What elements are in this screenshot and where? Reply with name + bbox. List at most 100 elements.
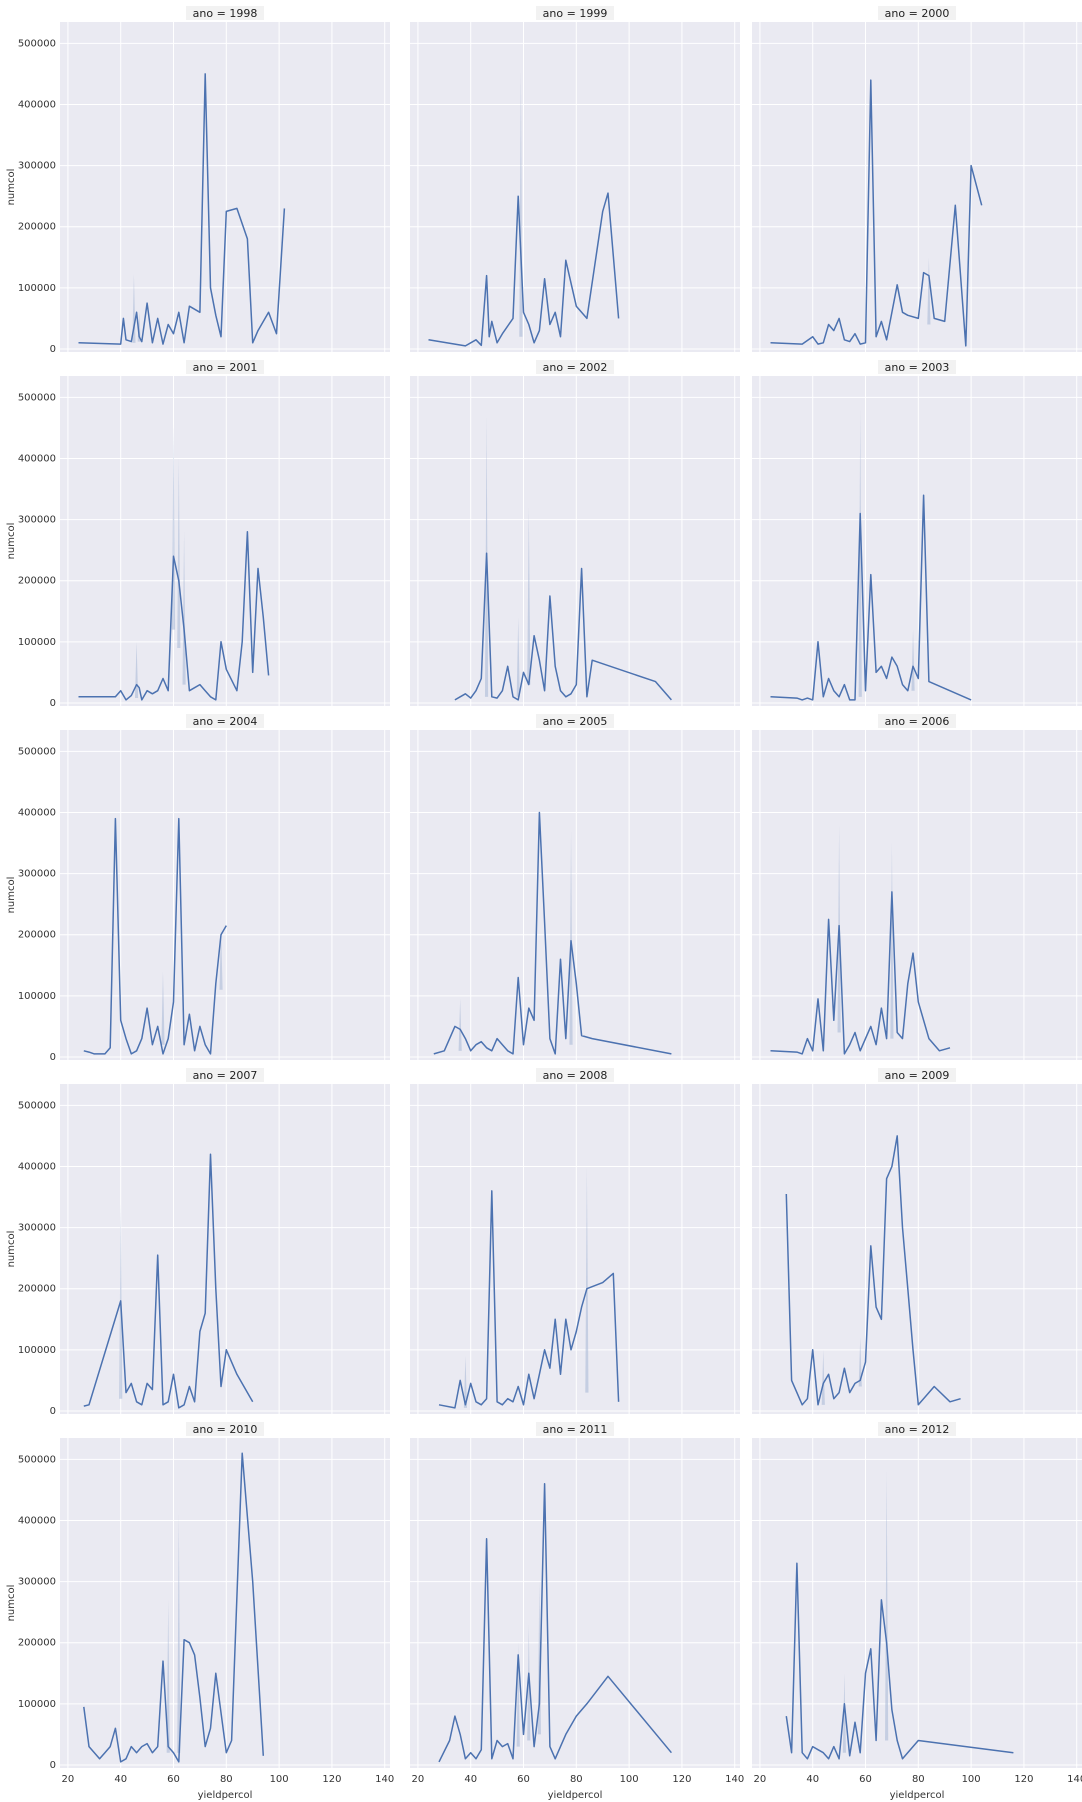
facet-panel: ano = 2011 20 40 60 80 100 120 140 yieldpercol [410,1422,744,1801]
confidence-band [927,257,931,325]
y-tick-label: 100000 [18,283,56,294]
panel-background [752,1438,1082,1768]
y-tick-label: 300000 [18,869,56,880]
confidence-band [569,830,573,1045]
panel-title: ano = 2002 [543,361,608,374]
panel-title-background [878,360,956,374]
series-line [83,1153,254,1409]
panel-title-background [186,360,264,374]
facet-panel: ano = 2002 [410,360,740,706]
y-tick-label: 300000 [18,1223,56,1234]
confidence-band [890,843,894,1039]
facet-panel: ano = 2001 0 100000 200000 300000 400000 50000… [6,360,390,709]
y-tick-label: 200000 [18,1284,56,1295]
y-tick-label: 400000 [18,1162,56,1173]
panel-background [410,376,740,706]
y-tick-label: 400000 [18,454,56,465]
y-axis-label: numcol [6,523,17,560]
panel-title-background [878,1068,956,1082]
panel-title: ano = 1998 [193,7,258,20]
y-tick-label: 400000 [18,100,56,111]
confidence-band [858,1337,862,1387]
panel-background [752,730,1082,1060]
x-tick-label: 20 [412,1774,425,1785]
x-tick-label: 40 [114,1774,127,1785]
facet-panel: ano = 2006 [752,714,1082,1060]
x-tick-label: 20 [62,1774,75,1785]
y-tick-label: 0 [50,1760,56,1771]
x-tick-label: 140 [375,1774,394,1785]
confidence-band [219,928,223,990]
panel-background [60,730,390,1060]
facet-panel: ano = 2005 [410,714,740,1060]
panel-title: ano = 2008 [543,1069,608,1082]
x-tick-label: 120 [1014,1774,1033,1785]
panel-title-background [536,6,614,20]
x-tick-label: 100 [270,1774,289,1785]
series-line [770,891,951,1055]
panel-background [752,22,1082,352]
x-tick-label: 20 [754,1774,767,1785]
confidence-band [585,1166,589,1393]
x-axis-label: yieldpercol [198,1790,253,1801]
confidence-band [166,1599,170,1753]
facet-panel: ano = 2012 20 40 60 80 100 120 140 yieldpercol [752,1422,1082,1801]
panel-title-background [536,360,614,374]
confidence-band [842,1673,846,1753]
panel-title-background [186,1422,264,1436]
x-tick-label: 100 [962,1774,981,1785]
confidence-band [177,1514,181,1753]
y-tick-label: 500000 [18,1454,56,1465]
y-tick-label: 400000 [18,808,56,819]
panel-background [410,730,740,1060]
confidence-band [458,998,462,1051]
series-line [78,531,270,701]
y-tick-label: 100000 [18,637,56,648]
y-tick-label: 200000 [18,222,56,233]
series-line [770,494,972,701]
y-tick-label: 200000 [18,576,56,587]
facet-panel: ano = 2009 [752,1068,1082,1414]
panel-title: ano = 1999 [543,7,608,20]
series-line [83,1452,265,1763]
panel-background [60,1438,390,1768]
x-axis-label: yieldpercol [548,1790,603,1801]
facet-panel: ano = 2007 0 100000 200000 300000 400000 50000… [6,1068,390,1417]
x-tick-label: 140 [725,1774,744,1785]
panel-title: ano = 2007 [193,1069,258,1082]
confidence-band [516,1642,520,1747]
series-line [438,1190,620,1409]
panel-title: ano = 2010 [193,1423,258,1436]
panel-title-background [536,1422,614,1436]
panel-background [60,22,390,352]
panel-title: ano = 2011 [543,1423,608,1436]
y-tick-label: 500000 [18,1100,56,1111]
x-tick-label: 120 [672,1774,691,1785]
panel-background [60,376,390,706]
y-axis-label: numcol [6,169,17,206]
facet-panel: ano = 2003 [752,360,1082,706]
y-tick-label: 100000 [18,1345,56,1356]
panel-background [410,1438,740,1768]
panel-background [410,22,740,352]
x-tick-label: 40 [806,1774,819,1785]
panel-title-background [536,714,614,728]
confidence-band [134,641,139,699]
panel-background [752,376,1082,706]
y-tick-label: 400000 [18,1516,56,1527]
panel-title-background [186,714,264,728]
y-axis-label: numcol [6,1585,17,1622]
confidence-band [911,629,915,691]
y-tick-label: 0 [50,1052,56,1063]
panel-background [410,1084,740,1414]
y-tick-label: 0 [50,1406,56,1417]
x-tick-label: 120 [322,1774,341,1785]
series-line [83,817,227,1055]
series-line [78,73,286,345]
panel-title-background [878,714,956,728]
x-tick-label: 60 [859,1774,872,1785]
panel-background [752,1084,1082,1414]
y-tick-label: 500000 [18,392,56,403]
panel-title: ano = 2009 [885,1069,950,1082]
